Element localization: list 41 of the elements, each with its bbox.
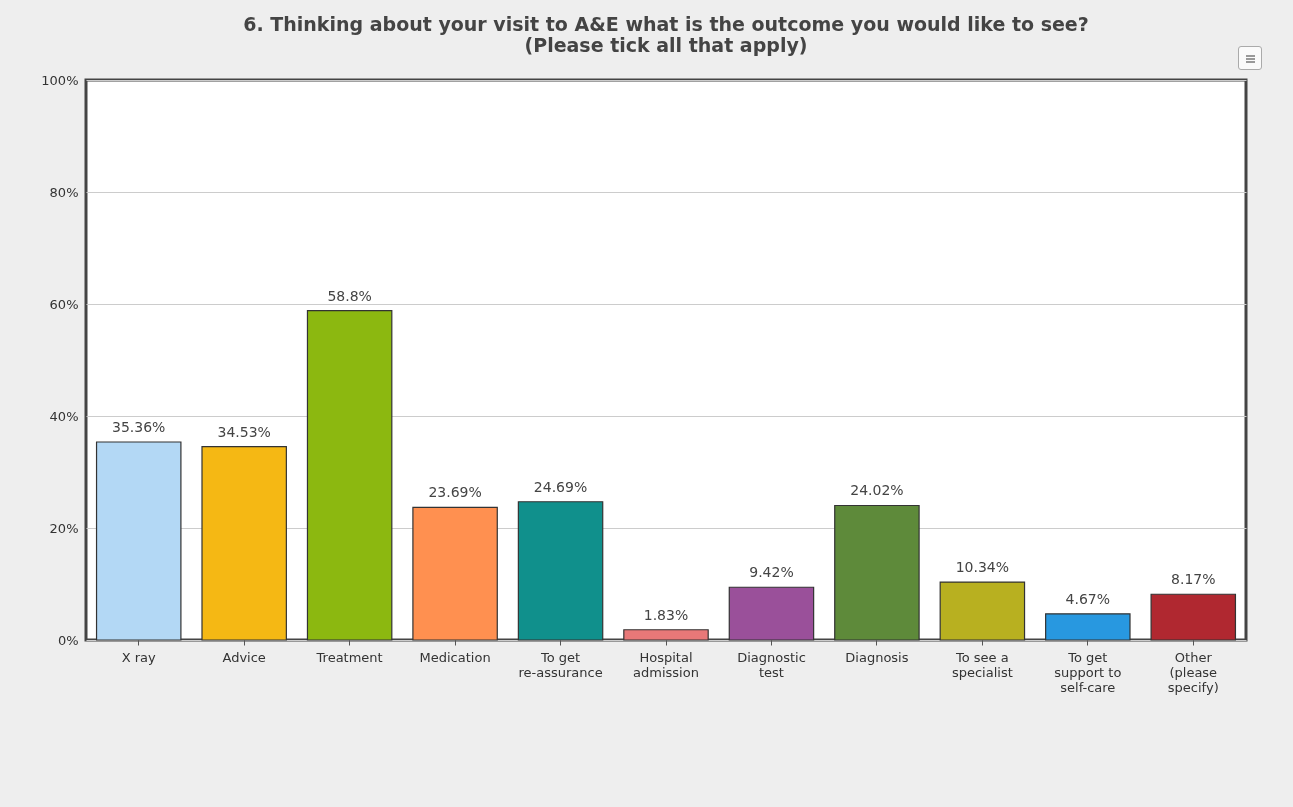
- data-label: 24.69%: [533, 478, 588, 495]
- x-tick-label: Hospital admission: [633, 649, 699, 680]
- bar: [201, 446, 287, 641]
- x-tick-label: To get re-assurance: [518, 649, 603, 680]
- y-tick-label: 80%: [49, 184, 79, 200]
- x-tick-label: Medication: [419, 649, 491, 665]
- y-tick-label: 0%: [57, 632, 79, 648]
- y-tick-label: 20%: [49, 520, 79, 536]
- x-tick-label: Treatment: [315, 649, 383, 665]
- bar: [517, 501, 604, 641]
- x-tick-label: Diagnosis: [845, 649, 909, 665]
- data-label: 35.36%: [112, 418, 166, 435]
- data-label: 9.42%: [749, 564, 794, 581]
- text: (Please tick all that apply): [524, 34, 808, 56]
- y-tick-label: 60%: [49, 296, 79, 312]
- y-tick-label: 40%: [49, 408, 79, 424]
- x-tick-label: X ray: [121, 649, 157, 665]
- bar: [939, 581, 1026, 641]
- x-tick-label: Advice: [222, 649, 266, 665]
- data-label: 4.67%: [1065, 590, 1111, 607]
- data-label: 34.53%: [217, 423, 271, 440]
- x-tick-label: To get support to self-care: [1054, 649, 1122, 695]
- text: 6. Thinking about your visit to A&E what is the outcome you would like to see?: [243, 13, 1089, 35]
- data-label: 10.34%: [955, 559, 1010, 576]
- bar: [412, 506, 498, 641]
- bar: [834, 504, 920, 641]
- x-tick-label: Diagnostic test: [737, 649, 806, 680]
- bar: [1150, 593, 1237, 641]
- bar: [95, 441, 182, 641]
- bar: [306, 310, 393, 641]
- x-tick-label: To see a specialist: [951, 649, 1013, 680]
- data-label: 23.69%: [428, 484, 482, 501]
- bar: [623, 629, 709, 641]
- data-label: 24.02%: [850, 482, 904, 499]
- bar: [728, 586, 815, 641]
- data-label: 58.8%: [327, 287, 372, 304]
- y-tick-label: 100%: [41, 72, 79, 88]
- bar: [1045, 613, 1131, 641]
- data-label: 1.83%: [643, 606, 689, 623]
- x-tick-label: Other (please specify): [1167, 649, 1219, 695]
- data-label: 8.17%: [1171, 571, 1216, 588]
